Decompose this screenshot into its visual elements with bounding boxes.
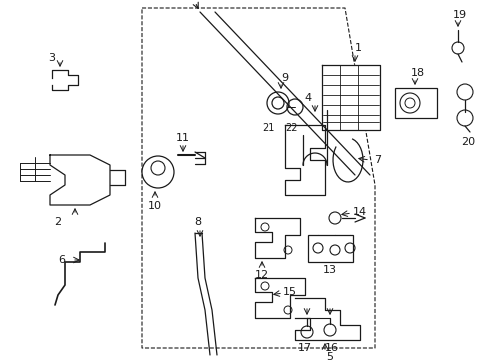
Polygon shape [285,125,325,195]
Text: 4: 4 [304,93,311,103]
Circle shape [142,156,174,188]
Circle shape [151,161,164,175]
Text: 9: 9 [281,73,288,83]
Text: 20: 20 [460,137,474,147]
Text: 19: 19 [452,10,466,20]
Text: 5: 5 [326,352,333,360]
Text: 1: 1 [354,43,361,53]
Text: 8: 8 [194,217,201,227]
Text: 6: 6 [59,255,65,265]
Text: 16: 16 [325,343,338,353]
Text: 10: 10 [148,201,162,211]
Text: 15: 15 [283,287,296,297]
Polygon shape [50,155,110,205]
Polygon shape [294,298,359,340]
Text: 18: 18 [410,68,424,78]
Polygon shape [254,218,299,258]
Text: 12: 12 [254,270,268,280]
Text: 11: 11 [176,133,190,143]
Text: 13: 13 [323,265,336,275]
Text: 21: 21 [261,123,274,133]
Text: 3: 3 [48,53,55,63]
Text: 2: 2 [54,217,61,227]
Polygon shape [52,70,78,90]
Text: 7: 7 [374,155,381,165]
Polygon shape [321,65,379,130]
Text: 22: 22 [285,123,298,133]
Bar [394,88,436,118]
Text: 14: 14 [352,207,366,217]
Text: 17: 17 [297,343,311,353]
Bar [307,235,352,262]
Polygon shape [254,278,305,318]
